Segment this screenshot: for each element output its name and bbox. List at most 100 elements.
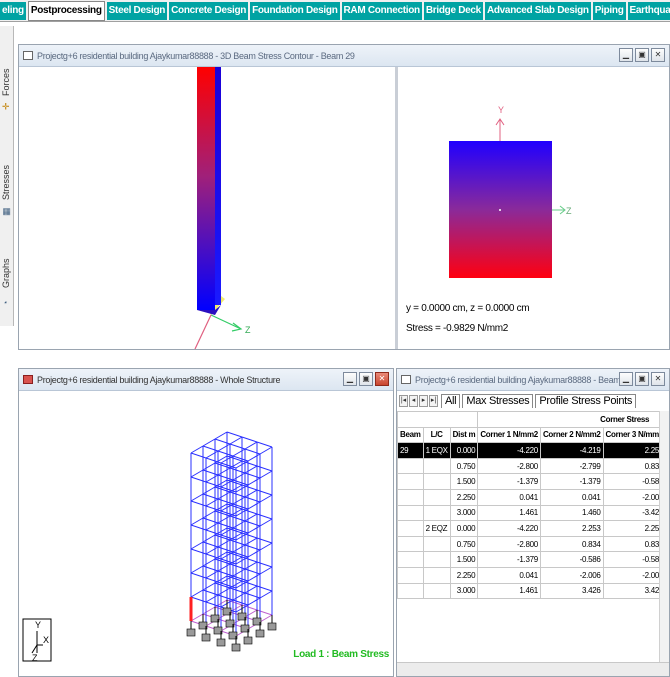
table-cell: 2.254: [603, 521, 666, 537]
column-header[interactable]: Corner 3 N/mm2: [603, 427, 666, 443]
side-tab-graphs[interactable]: ◔ Graphs: [0, 224, 14, 304]
table-cell: 0.834: [603, 536, 666, 552]
table-cell: -2.007: [603, 489, 666, 505]
stress-contour-window: Projectg+6 residential building Ajaykuma…: [18, 44, 670, 350]
side-tab-stresses[interactable]: ▦ Stresses: [0, 116, 14, 216]
maximize-button[interactable]: ▣: [635, 48, 649, 62]
table-vertical-scrollbar[interactable]: [659, 411, 669, 662]
section-axis-y-label: Y: [498, 105, 504, 115]
next-sheet-button[interactable]: ▸: [419, 395, 428, 407]
table-cell: 0.750: [450, 458, 478, 474]
structure-window-titlebar[interactable]: Projectg+6 residential building Ajaykuma…: [19, 369, 393, 391]
table-window-title: Projectg+6 residential building Ajaykuma…: [415, 375, 631, 385]
table-cell: 3.000: [450, 583, 478, 599]
ribbon-tab-piping[interactable]: Piping: [593, 2, 626, 20]
ribbon-tab-ram-connection[interactable]: RAM Connection: [342, 2, 422, 20]
ribbon-tab-postprocessing[interactable]: Postprocessing: [28, 1, 105, 21]
global-axis-z-label: Z: [32, 653, 38, 663]
maximize-button[interactable]: ▣: [359, 372, 373, 386]
table-group-header: Corner Stress: [478, 412, 670, 428]
column-header[interactable]: Dist m: [450, 427, 478, 443]
ribbon-tab-advanced-slab-design[interactable]: Advanced Slab Design: [485, 2, 591, 20]
table-cell: [423, 474, 450, 490]
whole-structure-window: Projectg+6 residential building Ajaykuma…: [18, 368, 394, 677]
table-cell: [398, 567, 424, 583]
global-axis-x-label: X: [43, 635, 49, 645]
table-cell: 0.041: [478, 489, 541, 505]
table-cell: 1.500: [450, 474, 478, 490]
table-cell: 1.461: [478, 583, 541, 599]
beam-3d-view[interactable]: Z: [19, 67, 395, 350]
stress-window-title: Projectg+6 residential building Ajaykuma…: [37, 51, 355, 61]
table-cell: 2.250: [450, 567, 478, 583]
first-sheet-button[interactable]: |◂: [399, 395, 408, 407]
column-header[interactable]: Beam: [398, 427, 424, 443]
stress-window-titlebar[interactable]: Projectg+6 residential building Ajaykuma…: [19, 45, 669, 67]
table-cell: 0.834: [603, 458, 666, 474]
table-window-titlebar[interactable]: Projectg+6 residential building Ajaykuma…: [397, 369, 669, 391]
close-button[interactable]: ✕: [651, 372, 665, 386]
minimize-button[interactable]: ▁: [619, 372, 633, 386]
table-cell: 3.000: [450, 505, 478, 521]
ribbon-tab-bridge-deck[interactable]: Bridge Deck: [424, 2, 483, 20]
ribbon-tab-bar: eling Postprocessing Steel Design Concrete …: [0, 0, 670, 22]
table-cell: -0.587: [603, 474, 666, 490]
maximize-button[interactable]: ▣: [635, 372, 649, 386]
sheet-tab-all[interactable]: All: [441, 394, 460, 408]
table-cell: 0.000: [450, 443, 478, 459]
graphs-icon: ◔: [1, 301, 11, 306]
table-cell: -3.427: [603, 505, 666, 521]
table-row[interactable]: 1.500-1.379-0.586-0.587-1.3790: [398, 552, 670, 568]
structure-window-title: Projectg+6 residential building Ajaykuma…: [37, 375, 280, 385]
table-cell: 2 EQZ: [423, 521, 450, 537]
ribbon-tab-steel-design[interactable]: Steel Design: [107, 2, 167, 20]
column-header[interactable]: Corner 1 N/mm2: [478, 427, 541, 443]
last-sheet-button[interactable]: ▸|: [429, 395, 438, 407]
ribbon-tab-concrete-design[interactable]: Concrete Design: [169, 2, 248, 20]
table-cell: -2.007: [603, 567, 666, 583]
table-cell: 29: [398, 443, 424, 459]
column-header[interactable]: L/C: [423, 427, 450, 443]
table-row[interactable]: 1.500-1.379-1.379-0.587-0.5860: [398, 474, 670, 490]
minimize-button[interactable]: ▁: [343, 372, 357, 386]
table-cell: 3.426: [540, 583, 603, 599]
table-cell: -0.587: [603, 552, 666, 568]
sheet-tab-profile-stress-points[interactable]: Profile Stress Points: [535, 394, 636, 408]
window-icon: [23, 51, 33, 60]
table-cell: -0.586: [540, 552, 603, 568]
column-header[interactable]: Corner 2 N/mm2: [540, 427, 603, 443]
table-cell: [398, 458, 424, 474]
minimize-button[interactable]: ▁: [619, 48, 633, 62]
ribbon-tab-foundation-design[interactable]: Foundation Design: [250, 2, 339, 20]
stress-table[interactable]: Corner Stress Beam L/C Dist m Corner 1 N/mm…: [397, 411, 670, 599]
structure-view[interactable]: Y X Z Load 1 : Beam Stress: [19, 391, 393, 677]
side-tab-forces[interactable]: ✛ Forces: [0, 26, 14, 116]
ribbon-tab-eling[interactable]: eling: [0, 2, 26, 20]
global-axis-y-label: Y: [35, 620, 41, 630]
table-cell: 2.254: [603, 443, 666, 459]
table-cell: [423, 536, 450, 552]
table-cell: 1.461: [478, 505, 541, 521]
table-cell: [398, 489, 424, 505]
table-cell: [398, 474, 424, 490]
close-button[interactable]: ✕: [651, 48, 665, 62]
table-cell: 0.834: [540, 536, 603, 552]
close-button[interactable]: ✕: [375, 372, 389, 386]
table-horizontal-scrollbar[interactable]: [397, 662, 669, 676]
forces-icon: ✛: [1, 102, 12, 110]
prev-sheet-button[interactable]: ◂: [409, 395, 418, 407]
table-cell: [398, 521, 424, 537]
ribbon-tab-earthquake[interactable]: Earthquake: [628, 2, 670, 20]
section-z-axis: [552, 206, 565, 214]
table-cell: 1.500: [450, 552, 478, 568]
side-tab-stresses-label: Stresses: [1, 165, 11, 200]
sheet-tab-max-stresses[interactable]: Max Stresses: [462, 394, 533, 408]
